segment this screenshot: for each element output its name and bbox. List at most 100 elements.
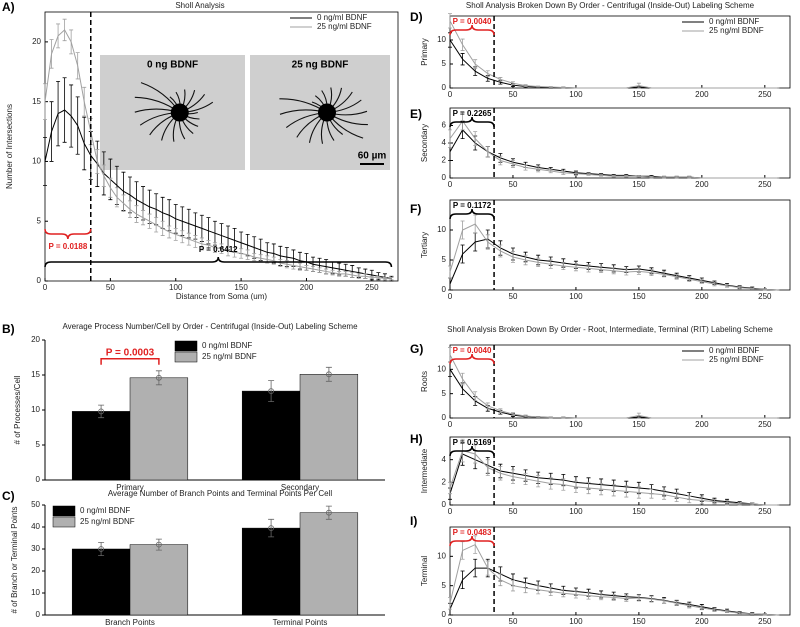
x-tick-label: Secondary — [281, 483, 319, 492]
series-line — [449, 39, 778, 89]
series-line — [449, 129, 778, 179]
x-tick-label: 150 — [632, 507, 646, 516]
legend-label: 25 ng/ml BDNF — [317, 22, 372, 31]
y-tick-label: 4 — [442, 455, 447, 464]
x-tick-label: 100 — [169, 283, 183, 292]
error-bar — [155, 538, 162, 551]
panel-label: E) — [410, 107, 422, 121]
bar — [241, 390, 301, 481]
bar — [241, 527, 301, 616]
error-bar — [268, 518, 275, 538]
x-axis-label: Distance from Soma (um) — [176, 292, 267, 301]
series-line — [449, 354, 778, 419]
panel-label: G) — [410, 342, 423, 356]
error-bar — [325, 366, 332, 382]
x-tick-label: 250 — [758, 90, 772, 99]
legend-label: 0 ng/ml BDNF — [317, 13, 367, 22]
error-bar — [43, 137, 47, 186]
significance-bracket — [100, 358, 160, 365]
series-line — [449, 453, 778, 506]
y-tick-label: 2 — [442, 156, 447, 165]
legend-swatch — [174, 340, 198, 352]
x-tick-label: 0 — [448, 420, 453, 429]
bar — [71, 548, 131, 616]
panel-label: C) — [2, 489, 15, 503]
bar — [129, 377, 189, 481]
chart-title: Sholl Analysis Broken Down By Order - Ce… — [466, 1, 755, 10]
series-line — [449, 543, 778, 616]
x-tick-label: 100 — [569, 180, 583, 189]
chart-title: Average Process Number/Cell by Order - C… — [62, 322, 358, 331]
p-value: P = 0.0040 — [453, 346, 492, 355]
x-tick-label: 150 — [632, 292, 646, 301]
significance-brace — [44, 228, 92, 240]
x-tick-label: 50 — [509, 507, 518, 516]
x-tick-label: 0 — [448, 180, 453, 189]
p-value: P = 0.0040 — [453, 17, 492, 26]
series-line — [449, 120, 778, 179]
y-tick-label: 0 — [442, 285, 447, 294]
bar — [71, 411, 131, 481]
y-tick-label: 10 — [31, 405, 40, 414]
x-tick-label: 200 — [695, 90, 709, 99]
inset-label: 0 ng BDNF — [147, 60, 198, 71]
x-tick-label: 200 — [695, 180, 709, 189]
y-tick-label: 10 — [437, 225, 446, 234]
x-tick-label: 50 — [106, 283, 115, 292]
series-line — [449, 449, 778, 506]
x-tick-label: Branch Points — [105, 618, 155, 627]
y-tick-label: 15 — [31, 370, 40, 379]
x-tick-label: 200 — [695, 507, 709, 516]
p-value: P = 0.2265 — [453, 109, 492, 118]
legend-label: 25 ng/ml BDNF — [80, 517, 135, 526]
series-line — [449, 20, 778, 89]
y-tick-label: 0 — [37, 276, 42, 285]
neuron-dendrites — [134, 82, 214, 142]
y-tick-label: 0 — [442, 500, 447, 509]
x-tick-label: Terminal Points — [273, 618, 328, 627]
x-tick-label: 250 — [365, 283, 379, 292]
x-tick-label: 100 — [569, 507, 583, 516]
y-tick-label: 0 — [36, 475, 41, 484]
mean-marker — [98, 546, 104, 552]
y-tick-label: 5 — [442, 59, 447, 68]
error-bar — [155, 370, 162, 386]
y-tick-label: 0 — [442, 413, 447, 422]
x-tick-label: 0 — [43, 283, 48, 292]
legend-label: 0 ng/ml BDNF — [202, 341, 252, 350]
y-tick-label: 20 — [31, 566, 40, 575]
legend-label: 25 ng/ml BDNF — [202, 352, 257, 361]
bar — [299, 374, 359, 481]
error-bar — [268, 380, 275, 402]
y-axis-label: Tertiary — [420, 232, 429, 258]
x-tick-label: 200 — [695, 617, 709, 626]
x-tick-label: 150 — [632, 180, 646, 189]
x-tick-label: 50 — [509, 292, 518, 301]
mean-marker — [155, 541, 162, 548]
series-line — [449, 223, 778, 291]
x-tick-label: 100 — [569, 90, 583, 99]
mean-marker — [155, 374, 162, 381]
significance-brace — [449, 208, 495, 220]
significance-brace — [449, 353, 495, 365]
x-tick-label: 150 — [632, 90, 646, 99]
x-tick-label: 150 — [234, 283, 248, 292]
y-tick-label: 15 — [32, 97, 41, 106]
x-tick-label: 50 — [509, 617, 518, 626]
p-value: P = 0.1172 — [453, 201, 492, 210]
x-tick-label: 0 — [448, 292, 453, 301]
p-value: P = 0.5169 — [453, 438, 492, 447]
x-tick-label: 100 — [569, 617, 583, 626]
legend-swatch — [174, 351, 198, 363]
y-tick-label: 30 — [31, 544, 40, 553]
y-tick-label: 5 — [36, 440, 41, 449]
y-tick-label: 10 — [32, 157, 41, 166]
series-line — [44, 29, 392, 280]
x-tick-label: Primary — [116, 483, 144, 492]
legend-label: 25 ng/ml BDNF — [709, 355, 764, 364]
neuron-soma — [318, 103, 336, 122]
neuron-soma — [170, 103, 189, 122]
y-tick-label: 0 — [442, 173, 447, 182]
x-tick-label: 50 — [509, 180, 518, 189]
y-tick-label: 10 — [437, 364, 446, 373]
